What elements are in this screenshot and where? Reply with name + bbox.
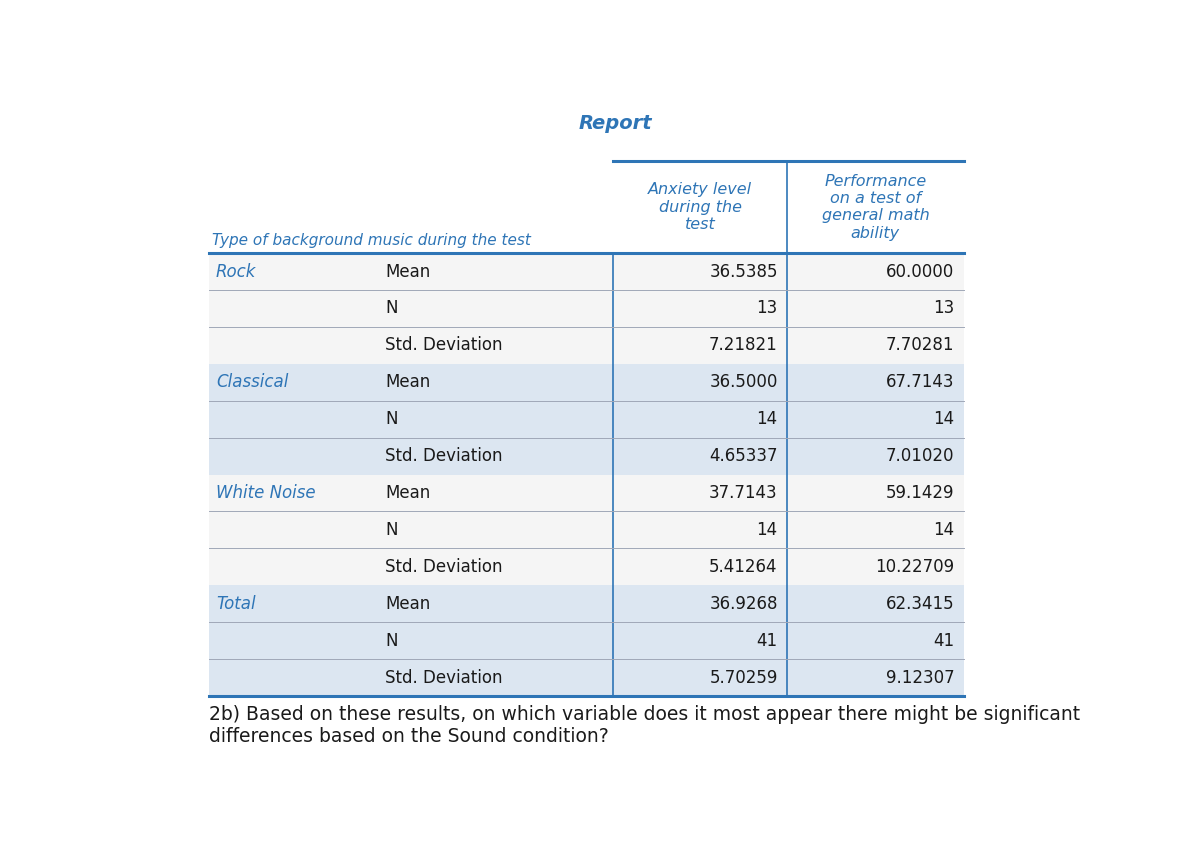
Text: Std. Deviation: Std. Deviation [385,669,503,687]
Text: 10.22709: 10.22709 [875,558,954,576]
FancyBboxPatch shape [209,400,964,438]
FancyBboxPatch shape [209,659,964,696]
Text: Classical: Classical [216,373,288,391]
Text: Mean: Mean [385,262,431,280]
Text: 60.0000: 60.0000 [886,262,954,280]
Text: Total: Total [216,595,256,613]
Text: Rock: Rock [216,262,257,280]
Text: 14: 14 [934,410,954,429]
Text: Mean: Mean [385,373,431,391]
Text: 13: 13 [756,300,778,318]
Text: 13: 13 [934,300,954,318]
Text: 14: 14 [757,521,778,539]
Text: Performance
on a test of
general math
ability: Performance on a test of general math ab… [822,174,929,241]
Text: Anxiety level
during the
test: Anxiety level during the test [648,182,752,232]
Text: 9.12307: 9.12307 [886,669,954,687]
Text: 36.9268: 36.9268 [709,595,778,613]
FancyBboxPatch shape [209,364,964,400]
Text: N: N [385,300,397,318]
Text: 7.70281: 7.70281 [886,337,954,354]
Text: 62.3415: 62.3415 [886,595,954,613]
Text: Report: Report [578,113,652,133]
FancyBboxPatch shape [209,438,964,475]
Text: N: N [385,410,397,429]
Text: Std. Deviation: Std. Deviation [385,337,503,354]
Text: 41: 41 [757,631,778,649]
FancyBboxPatch shape [209,585,964,622]
Text: Std. Deviation: Std. Deviation [385,447,503,465]
Text: 2b) Based on these results, on which variable does it most appear there might be: 2b) Based on these results, on which var… [209,705,1080,746]
Text: 4.65337: 4.65337 [709,447,778,465]
Text: Type of background music during the test: Type of background music during the test [212,233,532,248]
Text: 67.7143: 67.7143 [886,373,954,391]
Text: 5.70259: 5.70259 [709,669,778,687]
Text: 37.7143: 37.7143 [709,484,778,502]
Text: Std. Deviation: Std. Deviation [385,558,503,576]
Text: 59.1429: 59.1429 [886,484,954,502]
FancyBboxPatch shape [209,622,964,659]
Text: Mean: Mean [385,595,431,613]
FancyBboxPatch shape [209,549,964,585]
Text: 36.5385: 36.5385 [709,262,778,280]
Text: 36.5000: 36.5000 [709,373,778,391]
FancyBboxPatch shape [209,475,964,511]
FancyBboxPatch shape [209,511,964,549]
Text: 14: 14 [757,410,778,429]
FancyBboxPatch shape [209,253,964,290]
Text: 7.01020: 7.01020 [886,447,954,465]
Text: Mean: Mean [385,484,431,502]
Text: N: N [385,631,397,649]
FancyBboxPatch shape [209,290,964,327]
Text: 41: 41 [934,631,954,649]
FancyBboxPatch shape [209,327,964,364]
Text: N: N [385,521,397,539]
Text: 7.21821: 7.21821 [709,337,778,354]
Text: White Noise: White Noise [216,484,316,502]
Text: 14: 14 [934,521,954,539]
Text: 5.41264: 5.41264 [709,558,778,576]
